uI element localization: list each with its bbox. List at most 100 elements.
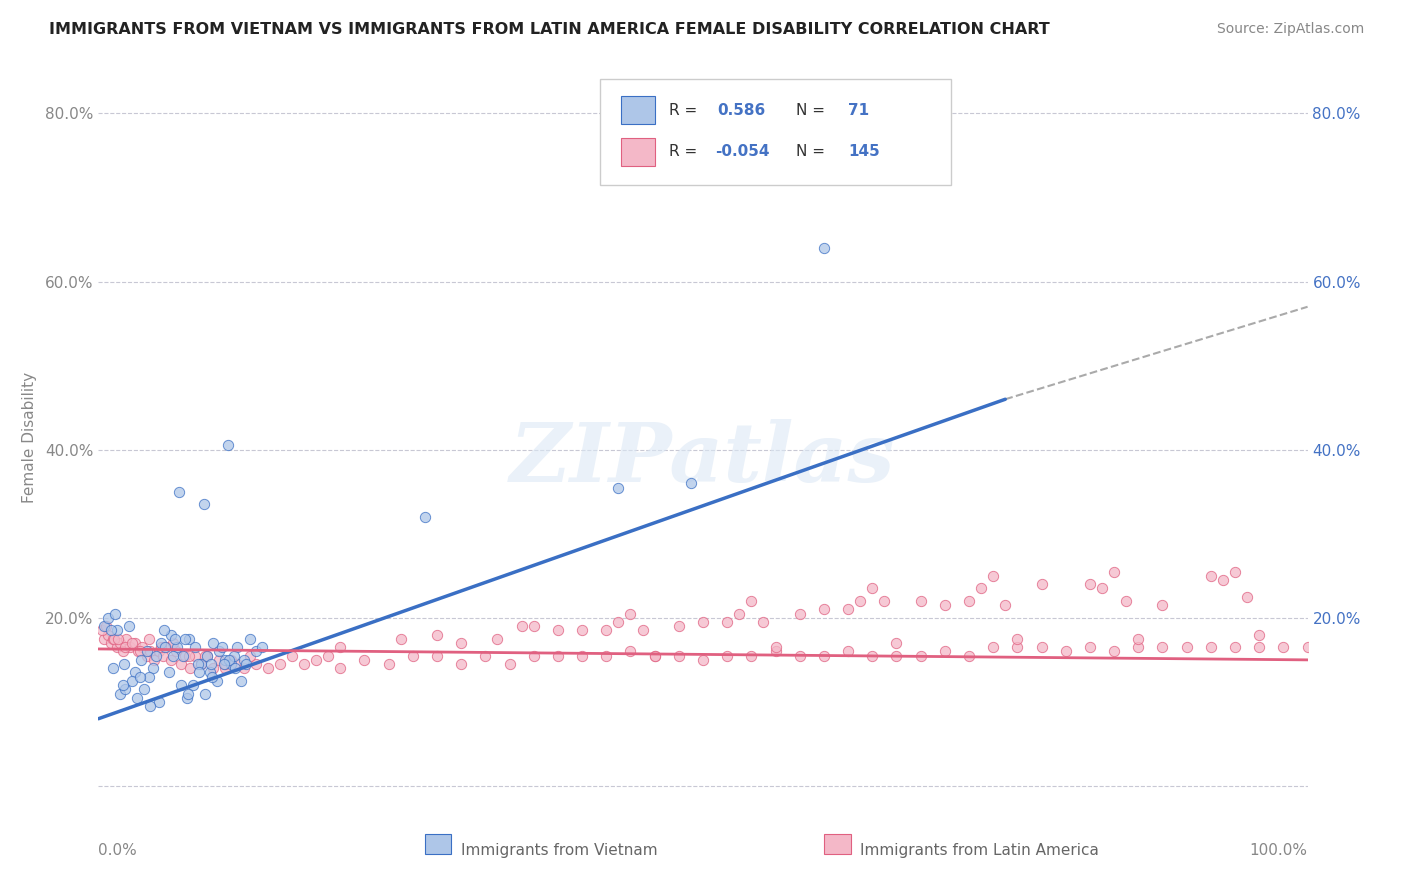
Point (108, 686, 131, 700)
Point (498, 657, 520, 671)
Point (218, 653, 240, 667)
Point (235, 657, 257, 671)
Point (1102, 565, 1125, 579)
Point (1115, 594, 1137, 608)
FancyBboxPatch shape (621, 138, 655, 166)
Text: R =: R = (669, 145, 702, 160)
Point (118, 640, 141, 655)
Point (571, 624, 593, 638)
Point (201, 670, 224, 684)
Point (679, 476, 702, 491)
Point (174, 632, 197, 646)
Point (103, 632, 125, 646)
Point (179, 661, 201, 675)
Point (886, 636, 908, 650)
Point (157, 665, 180, 680)
Point (547, 648, 569, 663)
Point (121, 673, 143, 688)
Point (214, 653, 236, 667)
Point (221, 653, 243, 667)
Point (849, 594, 872, 608)
Point (450, 636, 472, 650)
Point (402, 648, 425, 663)
Point (957, 594, 980, 608)
Text: 145: 145 (848, 145, 880, 160)
Point (692, 615, 714, 629)
Point (1031, 577, 1053, 591)
Point (970, 582, 993, 596)
Point (214, 661, 236, 675)
Point (994, 599, 1017, 613)
Point (138, 670, 160, 684)
Point (139, 644, 162, 658)
Bar (824, 833, 851, 854)
Point (595, 624, 617, 638)
Point (217, 438, 239, 452)
Point (129, 653, 152, 667)
Point (305, 653, 328, 667)
Point (162, 648, 184, 663)
Point (100, 624, 122, 638)
Point (108, 636, 131, 650)
Point (740, 648, 762, 663)
Point (212, 657, 235, 671)
Point (115, 632, 138, 646)
Point (93, 619, 115, 633)
Point (1199, 640, 1222, 655)
Text: N =: N = (796, 145, 830, 160)
Point (94, 619, 117, 633)
Text: 71: 71 (848, 103, 869, 118)
Point (1223, 640, 1246, 655)
Point (150, 636, 173, 650)
Point (190, 657, 212, 671)
Point (222, 648, 245, 663)
Point (860, 648, 883, 663)
Text: Immigrants from Vietnam: Immigrants from Vietnam (461, 843, 658, 858)
Point (789, 607, 811, 621)
Point (607, 615, 630, 629)
Point (226, 657, 249, 671)
Point (128, 644, 150, 658)
Point (135, 648, 157, 663)
Point (169, 484, 191, 499)
Point (250, 640, 273, 655)
Point (813, 241, 835, 255)
Point (1128, 632, 1150, 646)
Point (121, 636, 143, 650)
Point (1212, 573, 1234, 587)
Point (957, 648, 980, 663)
Point (208, 653, 231, 667)
Point (644, 648, 666, 663)
Point (139, 699, 162, 714)
Point (166, 640, 188, 655)
Point (148, 644, 170, 658)
Point (160, 627, 183, 641)
Point (860, 582, 883, 596)
Point (752, 615, 775, 629)
Point (145, 648, 167, 663)
Point (105, 640, 128, 655)
Point (329, 640, 352, 655)
Point (765, 644, 787, 658)
Point (104, 607, 127, 621)
Point (211, 640, 233, 655)
Point (1272, 640, 1295, 655)
Point (93, 632, 115, 646)
Point (131, 640, 153, 655)
Point (1007, 640, 1029, 655)
Point (789, 648, 811, 663)
Point (127, 690, 149, 705)
Point (523, 648, 546, 663)
Point (152, 648, 174, 663)
Point (195, 648, 218, 663)
Point (208, 644, 231, 658)
Point (148, 695, 170, 709)
Point (124, 636, 146, 650)
Point (232, 661, 254, 675)
Point (910, 594, 932, 608)
Point (1152, 640, 1174, 655)
Point (187, 657, 209, 671)
Text: 0.0%: 0.0% (98, 843, 138, 858)
Point (193, 497, 215, 511)
Point (765, 640, 787, 655)
